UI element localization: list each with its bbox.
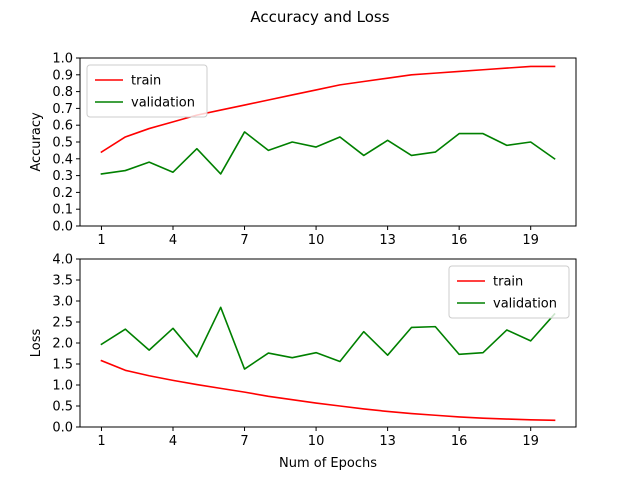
loss-legend: train validation — [448, 265, 570, 319]
accuracy-series-train-line — [100, 65, 556, 154]
loss-legend-box — [448, 265, 570, 319]
loss-ytick-label: 3.0 — [52, 295, 73, 310]
loss-xtick-label: 19 — [522, 434, 539, 449]
accuracy-xtick-label: 16 — [451, 233, 468, 248]
accuracy-xtick-label: 7 — [240, 233, 248, 248]
accuracy-ytick-label: 0.3 — [52, 169, 73, 184]
loss-ytick-label: 0.0 — [52, 421, 73, 436]
accuracy-ytick-label: 0.0 — [52, 220, 73, 235]
loss-legend-validation-label: validation — [493, 297, 557, 312]
accuracy-ytick-label: 0.4 — [52, 152, 73, 167]
loss-legend-train-label: train — [493, 275, 523, 290]
loss-xtick-label: 16 — [451, 434, 468, 449]
loss-ytick-label: 2.0 — [52, 337, 73, 352]
loss-xtick-label: 1 — [97, 434, 105, 449]
accuracy-xtick-label: 4 — [169, 233, 177, 248]
loss-xlabel: Num of Epochs — [279, 456, 377, 471]
accuracy-legend-train-label: train — [131, 74, 161, 89]
figure-title: Accuracy and Loss — [250, 8, 389, 26]
accuracy-ytick-label: 0.8 — [52, 85, 73, 100]
loss-xtick-label: 13 — [379, 434, 396, 449]
loss-series-validation-line — [100, 306, 556, 370]
loss-xtick-label: 4 — [169, 434, 177, 449]
accuracy-xtick-label: 13 — [379, 233, 396, 248]
accuracy-xtick-label: 1 — [97, 233, 105, 248]
loss-ytick-label: 0.5 — [52, 400, 73, 415]
loss-ylabel: Loss — [29, 329, 44, 358]
accuracy-ytick-label: 1.0 — [52, 52, 73, 67]
accuracy-xtick-label: 10 — [308, 233, 325, 248]
loss-ytick-label: 2.5 — [52, 316, 73, 331]
loss-ytick-label: 1.5 — [52, 358, 73, 373]
loss-ytick-label: 4.0 — [52, 253, 73, 268]
loss-series-train-line — [100, 359, 556, 422]
accuracy-legend-validation-label: validation — [131, 96, 195, 111]
loss-ytick-label: 1.0 — [52, 379, 73, 394]
accuracy-xtick-label: 19 — [522, 233, 539, 248]
loss-subplot: 1 4 7 10 13 16 19 0.0 0.5 1.0 1.5 2.0 2.5 3.0 3.5 4.0 Lo… — [29, 253, 577, 471]
accuracy-legend: train validation — [86, 64, 208, 118]
accuracy-ytick-label: 0.1 — [52, 203, 73, 218]
loss-xtick-label: 7 — [240, 434, 248, 449]
accuracy-ytick-label: 0.6 — [52, 119, 73, 134]
accuracy-ytick-label: 0.2 — [52, 186, 73, 201]
loss-xtick-label: 10 — [308, 434, 325, 449]
accuracy-ytick-label: 0.9 — [52, 68, 73, 83]
loss-ytick-label: 3.5 — [52, 274, 73, 289]
accuracy-ylabel: Accuracy — [29, 112, 44, 172]
accuracy-subplot: 1 4 7 10 13 16 19 0.0 0.1 0.2 0.3 0.40.5 0.6 0.7 0.8 0.… — [29, 52, 577, 248]
accuracy-legend-box — [86, 64, 208, 118]
accuracy-ytick-label: 0.7 — [52, 102, 73, 117]
accuracy-ytick-label: 0.5 — [52, 136, 73, 151]
accuracy-series-validation-line — [100, 131, 556, 175]
